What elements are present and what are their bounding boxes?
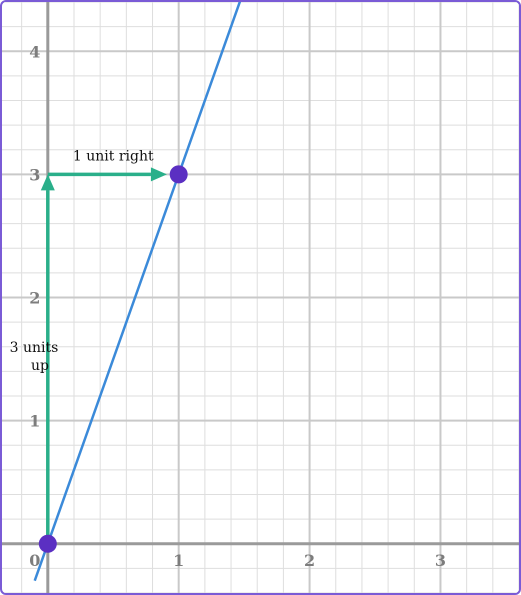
annotations: 1 unit right 3 units up bbox=[10, 148, 154, 374]
x-tick-label: 2 bbox=[304, 551, 315, 570]
tick-labels: 0 1 2 3 1 2 3 4 bbox=[29, 42, 446, 570]
y-tick-label: 1 bbox=[29, 412, 40, 431]
y-tick-label: 4 bbox=[29, 42, 40, 61]
series bbox=[33, 2, 242, 582]
label-rise-line: up bbox=[31, 358, 49, 374]
label-rise-line: 3 units bbox=[10, 340, 59, 356]
x-tick-label: 1 bbox=[173, 551, 184, 570]
y-tick-label: 3 bbox=[29, 165, 40, 184]
arrow-rise-head bbox=[40, 174, 55, 191]
label-rise: 3 units up bbox=[10, 340, 59, 374]
data-point bbox=[38, 534, 57, 553]
y-tick-label: 2 bbox=[29, 289, 40, 308]
origin-label: 0 bbox=[29, 551, 40, 570]
label-run: 1 unit right bbox=[73, 148, 154, 164]
series-line bbox=[33, 2, 242, 582]
arrow-run-head bbox=[150, 167, 167, 182]
x-tick-label: 3 bbox=[435, 551, 446, 570]
data-point bbox=[169, 165, 188, 184]
points bbox=[38, 165, 188, 553]
arrows bbox=[40, 167, 167, 544]
